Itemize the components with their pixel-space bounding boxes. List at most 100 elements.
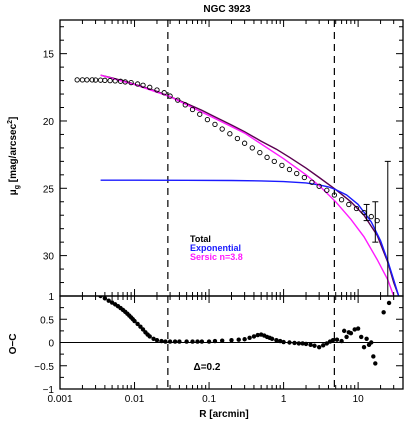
- residual-point: [184, 339, 189, 344]
- residual-point: [247, 335, 252, 341]
- data-point: [346, 201, 352, 208]
- data-point: [264, 154, 270, 160]
- data-point: [167, 93, 173, 99]
- data-point: [324, 187, 330, 193]
- residual-point: [334, 337, 340, 342]
- residual-point: [371, 354, 376, 359]
- residual-point: [292, 340, 297, 346]
- data-point: [309, 179, 315, 185]
- y-label-sup: 2: [7, 120, 14, 124]
- residual-point: [172, 339, 178, 344]
- top-ticks: [59, 20, 404, 297]
- residual-point: [269, 336, 275, 341]
- data-point: [353, 205, 360, 212]
- residual-point: [300, 341, 305, 346]
- data-point: [338, 197, 345, 203]
- residual-point: [339, 338, 344, 344]
- data-point: [182, 102, 188, 108]
- residual-point: [212, 338, 218, 344]
- data-point: [112, 78, 118, 84]
- residual-point: [386, 300, 392, 306]
- residual-point: [190, 339, 195, 344]
- x-tick-labels: 0.001 0.01 0.1 1 10: [47, 394, 364, 405]
- residual-point: [303, 341, 309, 347]
- residual-point: [106, 298, 111, 303]
- data-point: [301, 174, 308, 181]
- residual-point: [154, 337, 160, 343]
- series-line-total: [100, 74, 400, 296]
- residual-point: [206, 339, 212, 344]
- residual-point: [236, 337, 241, 342]
- data-point: [175, 97, 181, 103]
- data-point: [286, 166, 293, 173]
- data-point: [234, 135, 241, 142]
- data-point: [122, 79, 128, 85]
- x-tick-label: 0.01: [125, 394, 145, 405]
- residual-point: [381, 310, 386, 315]
- bottom-ticks: [59, 295, 404, 390]
- y-tick-label: 20: [43, 117, 55, 128]
- y-tick-label: 1: [48, 292, 54, 303]
- data-point: [107, 77, 113, 84]
- residual-point: [135, 321, 140, 327]
- residual-point: [195, 339, 200, 344]
- residual-point: [98, 296, 103, 299]
- bottom-y-axis-label: O−C: [8, 334, 19, 355]
- residual-point: [251, 334, 257, 339]
- data-point: [147, 84, 153, 90]
- top-y-tick-labels: 15 20 25 30: [43, 50, 55, 263]
- residual-point: [364, 336, 369, 341]
- residual-point: [330, 337, 336, 343]
- y-tick-label: −1: [43, 385, 55, 396]
- top-y-axis-label: μg [mag/arcsec2]: [7, 117, 21, 196]
- data-point: [128, 79, 134, 86]
- data-point: [227, 131, 233, 137]
- y-tick-label: 0: [48, 339, 54, 350]
- residual-point: [219, 338, 225, 343]
- legend-entry: Exponential: [190, 243, 241, 253]
- y-tick-label: 25: [43, 184, 55, 195]
- residual-point: [373, 361, 378, 366]
- residual-point: [369, 340, 374, 345]
- top-vlines: [167, 20, 335, 296]
- data-point: [316, 183, 322, 189]
- residual-point: [167, 339, 173, 344]
- residual-point: [255, 332, 260, 338]
- residual-point: [316, 344, 322, 350]
- residual-point: [344, 334, 349, 340]
- residual-point: [359, 334, 364, 340]
- data-point: [84, 77, 90, 83]
- data-point: [140, 82, 146, 88]
- residual-point: [352, 327, 357, 332]
- residual-point: [361, 344, 367, 350]
- y-label-rest: [mag/arcsec: [8, 123, 19, 185]
- data-point: [279, 162, 285, 169]
- x-tick-label: 1: [281, 394, 287, 405]
- bottom-y-tick-labels: 1 0.5 0 −0.5 −1: [34, 292, 54, 396]
- residual-point: [287, 340, 292, 345]
- residual-point: [277, 338, 283, 344]
- residual-point: [341, 328, 347, 334]
- y-tick-label: 0.5: [40, 315, 54, 326]
- data-point: [102, 77, 108, 83]
- y-tick-label: 15: [43, 50, 55, 61]
- data-point: [271, 158, 277, 165]
- data-point: [212, 121, 218, 127]
- data-point: [204, 116, 211, 123]
- x-axis-label: R [arcmin]: [199, 409, 248, 420]
- residual-point: [348, 331, 354, 336]
- residual-point: [312, 343, 317, 348]
- bottom-vlines: [167, 296, 335, 389]
- x-tick-label: 0.1: [202, 394, 216, 405]
- data-point: [197, 111, 203, 117]
- top-series: [74, 74, 400, 296]
- residual-point: [177, 339, 182, 344]
- x-tick-label: 10: [353, 394, 365, 405]
- y-label-end: ]: [8, 117, 19, 120]
- delta-annotation: Δ=0.2: [194, 362, 221, 373]
- residual-point: [147, 334, 152, 339]
- bottom-series: [98, 296, 392, 366]
- data-point: [134, 81, 141, 87]
- data-point: [161, 90, 167, 96]
